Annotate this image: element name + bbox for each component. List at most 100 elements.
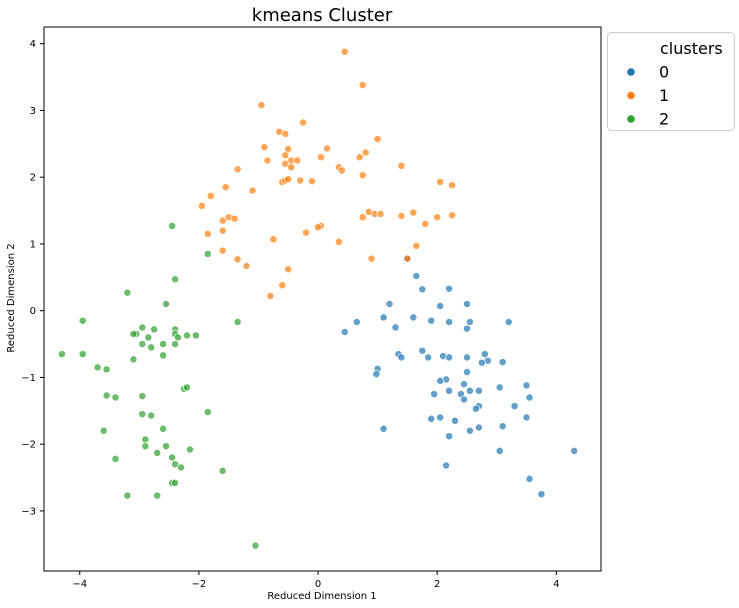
data-point-cluster-1 [323, 144, 331, 153]
data-point-cluster-1 [257, 101, 266, 110]
data-point-cluster-1 [278, 281, 287, 290]
data-point-cluster-0 [474, 386, 483, 395]
legend-box [607, 32, 735, 131]
data-point-cluster-0 [379, 424, 388, 433]
data-point-cluster-1 [340, 47, 349, 56]
x-axis: −4 −2 0 2 4 [72, 571, 560, 590]
data-point-cluster-2 [171, 340, 180, 349]
x-tick-label: −2 [192, 579, 207, 590]
data-point-cluster-0 [522, 381, 531, 390]
data-point-cluster-1 [218, 246, 227, 255]
data-point-cluster-2 [183, 383, 191, 392]
data-point-cluster-0 [372, 370, 381, 379]
data-point-cluster-0 [525, 474, 534, 483]
data-point-cluster-1 [242, 262, 251, 270]
data-point-cluster-0 [379, 313, 388, 322]
data-point-cluster-0 [352, 318, 361, 326]
data-point-cluster-1 [436, 177, 445, 186]
data-point-cluster-2 [111, 393, 120, 402]
data-point-cluster-0 [463, 324, 471, 333]
data-point-cluster-1 [284, 265, 293, 274]
data-point-cluster-2 [57, 350, 66, 359]
data-point-cluster-1 [230, 214, 239, 223]
data-point-cluster-1 [233, 165, 242, 174]
data-point-cluster-0 [412, 272, 421, 280]
data-point-cluster-0 [451, 416, 459, 425]
data-point-cluster-0 [442, 461, 451, 470]
y-tick-label: −2 [21, 440, 36, 451]
data-point-cluster-0 [445, 353, 454, 362]
y-tick-label: 1 [30, 239, 36, 250]
data-point-cluster-2 [159, 340, 168, 349]
legend: clusters 0 1 2 [607, 32, 735, 131]
data-point-cluster-1 [358, 213, 367, 222]
data-point-cluster-2 [141, 435, 150, 444]
data-point-cluster-1 [361, 148, 370, 157]
data-point-cluster-2 [162, 442, 171, 451]
data-point-cluster-1 [376, 209, 385, 218]
legend-label-cluster-0: 0 [659, 63, 669, 82]
data-point-cluster-1 [334, 237, 343, 246]
data-point-cluster-0 [436, 376, 445, 385]
data-point-cluster-0 [427, 414, 436, 423]
data-point-cluster-2 [99, 426, 108, 435]
data-point-cluster-1 [260, 143, 269, 152]
data-point-cluster-1 [296, 176, 305, 185]
data-point-cluster-1 [409, 208, 418, 217]
data-point-cluster-1 [233, 255, 242, 264]
data-point-cluster-1 [206, 191, 215, 200]
data-point-cluster-1 [373, 135, 382, 144]
data-point-cluster-0 [522, 413, 531, 422]
data-point-cluster-1 [358, 81, 367, 90]
data-point-cluster-2 [147, 343, 156, 352]
data-point-cluster-2 [153, 448, 162, 457]
plot-area [43, 26, 602, 572]
data-point-cluster-2 [129, 330, 138, 338]
data-point-cluster-2 [138, 340, 147, 349]
data-point-cluster-0 [418, 346, 427, 355]
y-tick-label: 3 [30, 106, 36, 117]
data-point-cluster-2 [153, 491, 162, 500]
data-point-cluster-2 [144, 333, 153, 342]
data-point-cluster-0 [498, 358, 507, 367]
data-point-cluster-2 [171, 478, 180, 487]
data-point-cluster-1 [269, 235, 278, 244]
data-point-cluster-0 [495, 383, 504, 392]
data-point-cluster-1 [317, 153, 325, 162]
data-point-cluster-1 [287, 163, 296, 172]
data-point-cluster-0 [495, 446, 504, 455]
data-point-cluster-0 [436, 413, 445, 422]
y-axis: −3 −2 −1 0 1 2 3 4 [21, 39, 44, 517]
data-point-cluster-1 [266, 292, 275, 300]
data-point-cluster-2 [123, 491, 132, 500]
data-point-cluster-0 [460, 395, 468, 404]
data-point-cluster-0 [340, 328, 349, 336]
data-point-cluster-2 [159, 424, 168, 433]
data-point-cluster-0 [504, 318, 513, 326]
data-point-cluster-1 [203, 229, 212, 238]
data-point-cluster-2 [168, 453, 177, 462]
data-point-cluster-1 [221, 183, 230, 192]
data-point-cluster-1 [403, 254, 412, 263]
data-point-cluster-1 [263, 156, 272, 165]
data-point-cluster-0 [424, 353, 433, 362]
data-point-cluster-2 [177, 463, 185, 472]
data-point-cluster-0 [463, 300, 471, 308]
data-point-cluster-0 [474, 423, 483, 432]
x-tick-label: −4 [72, 579, 87, 590]
data-point-cluster-0 [409, 313, 418, 322]
points-layer [57, 47, 579, 550]
data-point-cluster-0 [427, 316, 436, 325]
data-point-cluster-2 [129, 355, 138, 364]
data-point-cluster-2 [93, 363, 102, 372]
data-point-cluster-0 [465, 426, 474, 435]
data-point-cluster-0 [418, 285, 427, 294]
data-point-cluster-2 [111, 454, 120, 463]
data-point-cluster-0 [463, 353, 471, 362]
data-point-cluster-2 [123, 288, 132, 297]
data-point-cluster-0 [525, 393, 534, 402]
legend-title: clusters [660, 39, 723, 58]
data-point-cluster-1 [448, 181, 457, 190]
